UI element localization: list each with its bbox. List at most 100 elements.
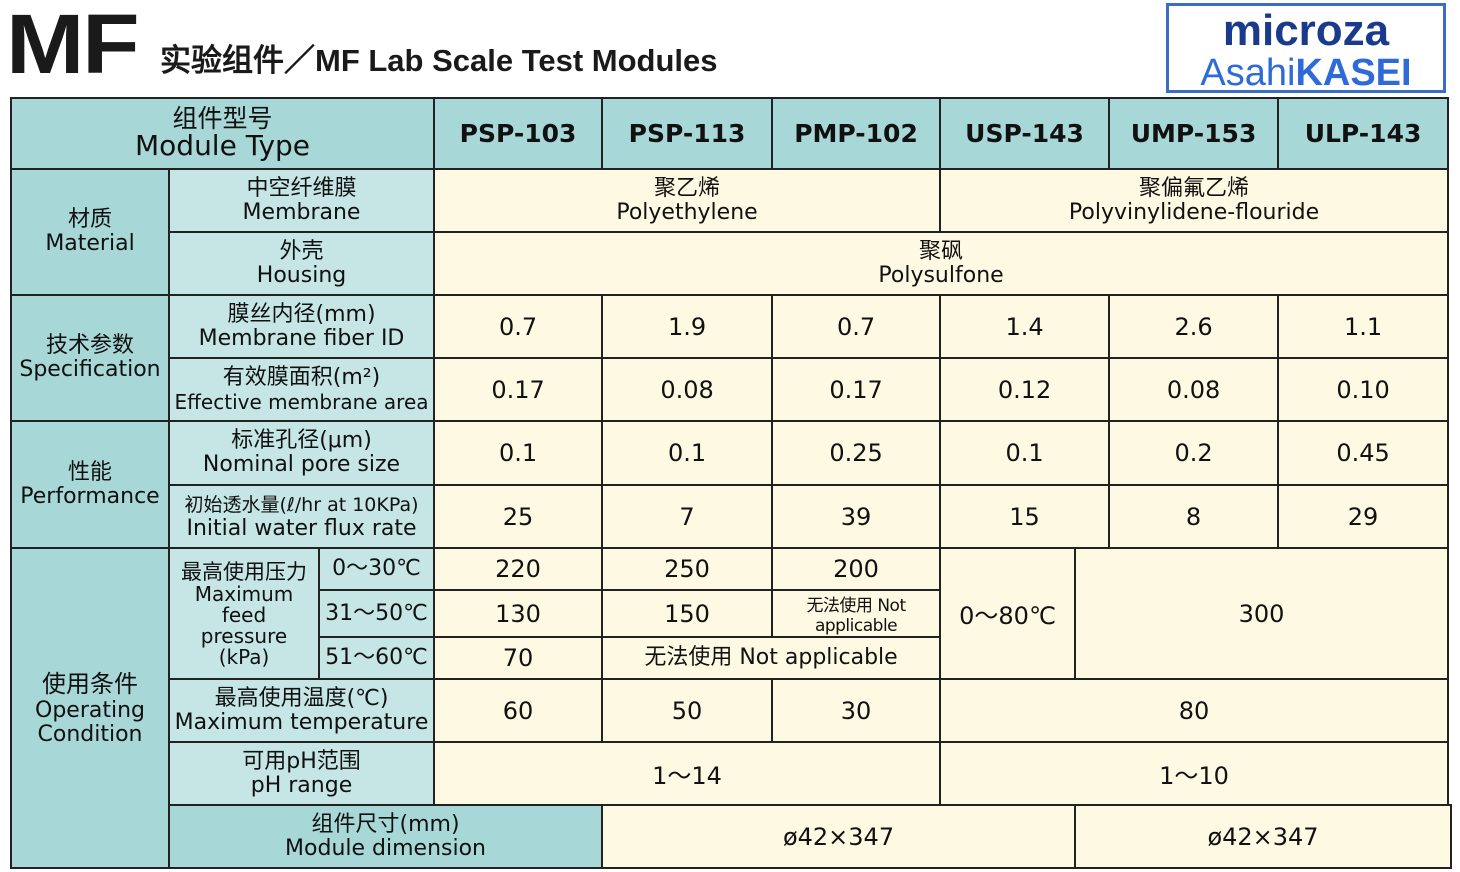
row-pore-size: 性能 Performance 标准孔径(μm) Nominal pore siz… (10, 420, 1451, 549)
dim-cn: 组件尺寸(mm) (311, 811, 460, 837)
mf-logo-mark: MF (6, 0, 140, 91)
pore-label: 标准孔径(μm) Nominal pore size (167, 420, 436, 486)
material-label: 材质 Material (10, 168, 170, 296)
pore-cn: 标准孔径(μm) (231, 428, 372, 453)
pore-pmp102: 0.25 (771, 420, 942, 486)
flux-ump153: 8 (1108, 484, 1280, 549)
membrane-label: 中空纤维膜 Membrane (167, 168, 436, 233)
membrane-pvdf: 聚偏氟乙烯 Polyvinylidene-flouride (939, 168, 1450, 233)
row-dimension: 组件尺寸(mm) Module dimension ø42×347 ø42×34… (11, 804, 1452, 869)
fiber-id-psp113: 1.9 (601, 294, 774, 359)
fiber-id-cn: 膜丝内径(mm) (227, 301, 376, 327)
p3-na: 无法使用 Not applicable (601, 636, 942, 680)
membrane-en: Membrane (242, 199, 361, 225)
row-ph-range: 可用pH范围 pH range 1～14 1～10 (11, 741, 1451, 806)
range-51-60: 51～60℃ (317, 636, 436, 680)
fiber-id-ulp143: 1.1 (1277, 294, 1450, 359)
flux-label: 初始透水量(ℓ/hr at 10KPa) Initial water flux … (167, 484, 436, 549)
spec-cn: 技术参数 (45, 333, 134, 358)
p1-pmp102: 200 (771, 547, 942, 591)
fiber-id-pmp102: 0.7 (771, 294, 942, 359)
pressure-en4: (kPa) (218, 644, 270, 669)
flux-usp143: 15 (939, 484, 1111, 549)
fiber-id-label: 膜丝内径(mm) Membrane fiber ID (167, 294, 436, 359)
pressure-label: 最高使用压力 Maximum feed pressure (kPa) (168, 547, 320, 680)
flux-pmp102: 39 (771, 484, 942, 549)
model-pmp102: PMP-102 (771, 97, 942, 170)
model-psp103: PSP-103 (433, 97, 604, 170)
p2-psp103: 130 (433, 589, 604, 638)
membrane-pe-en: Polyethylene (616, 199, 758, 225)
housing-value: 聚砜 Polysulfone (433, 231, 1450, 296)
pore-usp143: 0.1 (939, 420, 1111, 486)
spec-en: Specification (19, 357, 161, 382)
fiber-id-en: Membrane fiber ID (198, 325, 405, 351)
pressure-en1: Maximum (194, 581, 294, 606)
housing-en: Housing (256, 262, 347, 288)
area-label: 有效膜面积(m²) Effective membrane area (167, 357, 436, 422)
pore-psp103: 0.1 (433, 420, 604, 486)
oper-label: 使用条件 Operating Condition (10, 547, 170, 869)
fiber-id-ump153: 2.6 (1108, 294, 1280, 359)
membrane-pe-cn: 聚乙烯 (654, 175, 721, 201)
brand-asahi: Asahi (1200, 52, 1296, 94)
range-31-50: 31～50℃ (317, 589, 436, 638)
pore-psp113: 0.1 (601, 420, 774, 486)
p1-psp103: 220 (433, 547, 604, 591)
area-ump153: 0.08 (1108, 357, 1280, 422)
housing-value-en: Polysulfone (878, 262, 1004, 288)
membrane-pe: 聚乙烯 Polyethylene (433, 168, 942, 233)
oper-cn: 使用条件 (42, 670, 138, 698)
fiber-id-psp103: 0.7 (433, 294, 604, 359)
usp-temp-range: 0～80℃ (939, 547, 1077, 680)
row-pressure-0-30: 使用条件 Operating Condition 最高使用压力 Maximum … (10, 547, 1451, 869)
flux-cn: 初始透水量(ℓ/hr at 10KPa) (184, 493, 419, 516)
temp-pvdf: 80 (939, 678, 1450, 743)
row-fiber-id: 技术参数 Specification 膜丝内径(mm) Membrane fib… (10, 294, 1451, 422)
row-max-temp: 最高使用温度(℃) Maximum temperature 60 50 30 8… (11, 678, 1451, 743)
p2-psp113: 150 (601, 589, 774, 638)
area-cn: 有效膜面积(m²) (222, 364, 381, 390)
material-cn: 材质 (67, 207, 112, 232)
temp-psp103: 60 (433, 678, 604, 743)
area-psp103: 0.17 (433, 357, 604, 422)
area-ulp143: 0.10 (1277, 357, 1450, 422)
pore-en: Nominal pore size (202, 452, 401, 477)
dim-label: 组件尺寸(mm) Module dimension (167, 804, 604, 869)
p3-psp103: 70 (433, 636, 604, 680)
housing-cn: 外壳 (279, 238, 324, 264)
ph-pe: 1～14 (433, 741, 942, 806)
membrane-cn: 中空纤维膜 (246, 175, 357, 201)
membrane-pvdf-cn: 聚偏氟乙烯 (1139, 175, 1250, 201)
module-type-header: 组件型号 Module Type (9, 97, 436, 170)
module-type-cn: 组件型号 (172, 103, 273, 133)
model-psp113: PSP-113 (601, 97, 774, 170)
pressure-en3: pressure (200, 623, 288, 648)
dim-en: Module dimension (285, 835, 486, 861)
temp-pmp102: 30 (771, 678, 942, 743)
perf-cn: 性能 (67, 459, 112, 485)
brand-logo: microza AsahiKASEI (1166, 3, 1446, 93)
pore-ulp143: 0.45 (1277, 420, 1450, 486)
page-title: 实验组件／MF Lab Scale Test Modules (160, 43, 718, 78)
temp-psp113: 50 (601, 678, 774, 743)
housing-value-cn: 聚砜 (919, 238, 964, 264)
row-membrane-area: 有效膜面积(m²) Effective membrane area 0.17 0… (11, 357, 1451, 422)
ph-en: pH range (250, 772, 353, 798)
flux-ulp143: 29 (1277, 484, 1450, 549)
flux-psp113: 7 (601, 484, 774, 549)
flux-en: Initial water flux rate (186, 515, 417, 541)
perf-en: Performance (20, 483, 160, 509)
ph-pvdf: 1～10 (939, 741, 1450, 806)
oper-en2: Condition (37, 722, 143, 747)
pressure-en2: feed (221, 602, 267, 627)
ph-cn: 可用pH范围 (242, 748, 361, 774)
pvdf-pressure-value: 300 (1074, 547, 1450, 680)
brand-asahi-kasei: AsahiKASEI (1169, 54, 1443, 92)
material-en: Material (45, 231, 135, 256)
row-module-type: 组件型号 Module Type PSP-103 PSP-113 PMP-102… (9, 97, 1451, 170)
row-housing: 外壳 Housing 聚砜 Polysulfone (11, 231, 1451, 296)
brand-microza: microza (1222, 6, 1390, 55)
spec-label: 技术参数 Specification (10, 294, 170, 422)
pore-ump153: 0.2 (1108, 420, 1280, 486)
